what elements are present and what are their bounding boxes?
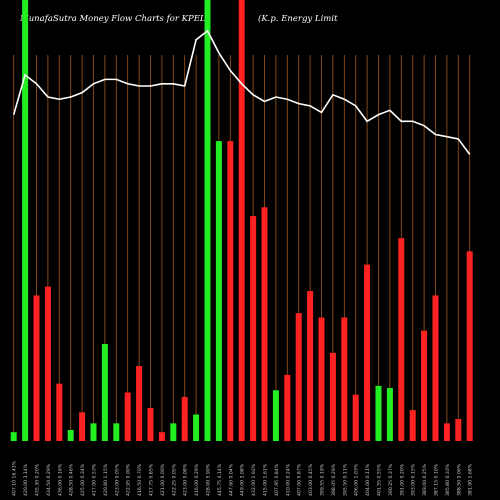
- x-tick-label: 391.00 0.20%: [399, 463, 405, 496]
- x-tick-label: 401.55 0.55%: [377, 463, 383, 496]
- bar: [432, 295, 439, 441]
- bar: [44, 286, 51, 441]
- price-line: [12, 29, 471, 155]
- bar: [56, 383, 63, 441]
- bar: [227, 141, 234, 441]
- bar: [466, 251, 473, 441]
- x-tick-label: 410.00 0.24%: [285, 463, 291, 496]
- x-tick-label: 428.00 5.90%: [206, 463, 212, 496]
- bar: [238, 0, 245, 441]
- x-tick-label: 421.00 0.00%: [160, 463, 166, 496]
- x-tick-labels: 407.10 16.43% 420.00 3.14% 435.30 0.20% 434…: [12, 460, 474, 496]
- x-tick-label: 404.00 0.11%: [365, 463, 371, 496]
- bar: [352, 394, 359, 441]
- x-tick-label: 435.30 0.20%: [35, 463, 41, 496]
- x-tick-label: 422.95 0.00%: [126, 463, 132, 496]
- bar: [272, 390, 279, 441]
- x-tick-label: 395.50 0.11%: [342, 463, 348, 496]
- bar: [90, 423, 97, 441]
- x-tick-label: 417.75 0.85%: [149, 463, 155, 496]
- bar: [409, 410, 416, 441]
- bars: [10, 0, 473, 441]
- bar: [170, 423, 177, 441]
- bar: [181, 396, 188, 441]
- bar: [67, 429, 74, 441]
- x-tick-label: 390.25 0.37%: [388, 463, 394, 496]
- bar: [364, 264, 371, 441]
- bar: [158, 432, 165, 441]
- x-tick-label: 407.95 0.84%: [274, 463, 280, 496]
- bar: [215, 141, 222, 441]
- x-tick-label: 398.05 0.29%: [331, 463, 337, 496]
- x-tick-label: 423.00 0.05%: [114, 463, 120, 496]
- bar: [295, 313, 302, 441]
- x-tick-label: 420.80 1.15%: [103, 463, 109, 496]
- x-tick-label: 420.00 3.14%: [23, 463, 29, 496]
- x-tick-label: 387.15 0.10%: [434, 463, 440, 496]
- x-tick-label: 407.00 0.87%: [297, 463, 303, 496]
- bar: [124, 392, 131, 441]
- x-tick-label: 425.00 0.34%: [80, 463, 86, 496]
- bar: [341, 317, 348, 441]
- bar: [284, 374, 291, 441]
- x-tick-label: 381.90 1.68%: [468, 463, 474, 496]
- price-line-path: [12, 29, 471, 155]
- chart-title: MunafaSutra Money Flow Charts for KPEL: [20, 14, 206, 24]
- x-tick-label: 417.00 0.53%: [92, 463, 98, 496]
- bar: [113, 423, 120, 441]
- bar: [375, 385, 382, 441]
- bar: [193, 414, 200, 441]
- bar: [455, 418, 462, 441]
- x-tick-label: 399.55 0.19%: [320, 463, 326, 496]
- bar: [307, 291, 314, 441]
- x-tick-label: 388.50 0.06%: [456, 463, 462, 496]
- x-tick-label: 406.00 1.03%: [354, 463, 360, 496]
- x-tick-label: 449.00 3.08%: [240, 463, 246, 496]
- bar: [147, 407, 154, 441]
- x-tick-label: 434.50 0.29%: [46, 463, 52, 496]
- x-tick-label: 416.00 0.29%: [194, 463, 200, 496]
- bar: [136, 366, 143, 441]
- x-tick-label: 428.50 0.46%: [69, 463, 75, 496]
- x-tick-label: 407.10 16.43%: [12, 460, 18, 496]
- bar: [421, 330, 428, 441]
- bar: [386, 388, 393, 441]
- x-tick-label: 436.00 0.16%: [57, 463, 63, 496]
- bar: [33, 295, 40, 441]
- x-tick-label: 415.00 1.61%: [263, 463, 269, 496]
- x-tick-label: 416.50 0.70%: [137, 463, 143, 496]
- x-tick-label: 393.00 0.15%: [411, 463, 417, 496]
- x-tick-label: 445.75 4.14%: [217, 463, 223, 496]
- bar: [204, 0, 211, 441]
- bar: [22, 0, 29, 441]
- x-tick-label: 385.80 0.33%: [445, 463, 451, 496]
- bar: [329, 352, 336, 441]
- x-tick-label: 422.25 0.05%: [171, 463, 177, 496]
- bar: [101, 343, 108, 441]
- bar: [443, 423, 450, 441]
- bar: [261, 207, 268, 441]
- x-tick-label: 447.60 0.04%: [228, 463, 234, 496]
- chart-subtitle: (K.p. Energy Limit: [258, 14, 338, 24]
- bar: [318, 317, 325, 441]
- bar: [79, 412, 86, 441]
- x-tick-label: 432.00 1.92%: [251, 463, 257, 496]
- bar: [398, 238, 405, 441]
- bar: [10, 432, 17, 441]
- x-tick-label: 389.00 0.25%: [422, 463, 428, 496]
- x-tick-label: 403.00 0.45%: [308, 463, 314, 496]
- bar: [250, 216, 257, 441]
- x-tick-label: 423.00 0.08%: [183, 463, 189, 496]
